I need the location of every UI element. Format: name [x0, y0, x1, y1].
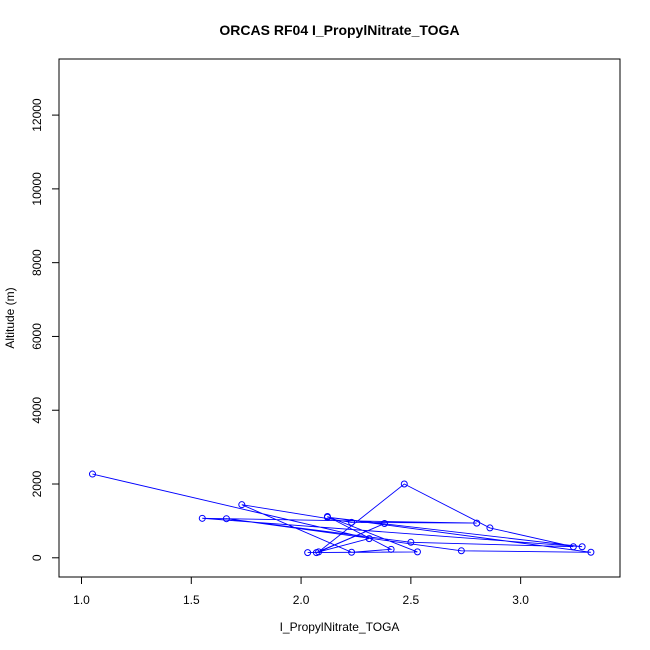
data-point [238, 501, 246, 509]
plot-frame [58, 58, 621, 578]
y-axis: 0 2000 4000 6000 8000 10000 12000 [30, 98, 60, 561]
data-point [473, 519, 481, 527]
data-point [569, 543, 577, 551]
x-axis-label: I_PropylNitrate_TOGA [280, 620, 400, 634]
data-point [407, 538, 415, 546]
y-tick-label: 12000 [30, 98, 44, 132]
data-point [323, 512, 331, 520]
series-layer [88, 470, 595, 557]
y-axis-label: Altitude (m) [3, 287, 17, 348]
y-tick-label: 2000 [30, 470, 44, 497]
data-point [222, 515, 230, 523]
chart-title: ORCAS RF04 I_PropylNitrate_TOGA [219, 22, 459, 38]
y-tick-label: 10000 [30, 172, 44, 206]
data-point [348, 518, 356, 526]
data-point [365, 535, 373, 543]
x-tick-label: 3.0 [512, 593, 529, 607]
data-point [348, 548, 356, 556]
y-tick-label: 8000 [30, 249, 44, 276]
x-axis: 1.0 1.5 2.0 2.5 3.0 [73, 576, 529, 607]
x-tick-label: 1.0 [73, 593, 90, 607]
y-tick-label: 6000 [30, 323, 44, 350]
x-tick-label: 1.5 [183, 593, 200, 607]
data-point [457, 547, 465, 555]
data-point [304, 549, 312, 557]
data-point [88, 470, 96, 478]
data-point [587, 548, 595, 556]
y-tick-label: 0 [30, 554, 44, 561]
series-line [92, 473, 591, 554]
data-point [413, 548, 421, 556]
y-tick-label: 4000 [30, 397, 44, 424]
data-point [486, 524, 494, 532]
data-point [400, 480, 408, 488]
data-point [387, 545, 395, 553]
data-point [315, 548, 323, 556]
x-tick-label: 2.5 [403, 593, 420, 607]
x-tick-label: 2.0 [293, 593, 310, 607]
data-point [578, 543, 586, 551]
data-point [381, 519, 389, 527]
data-point [198, 514, 206, 522]
